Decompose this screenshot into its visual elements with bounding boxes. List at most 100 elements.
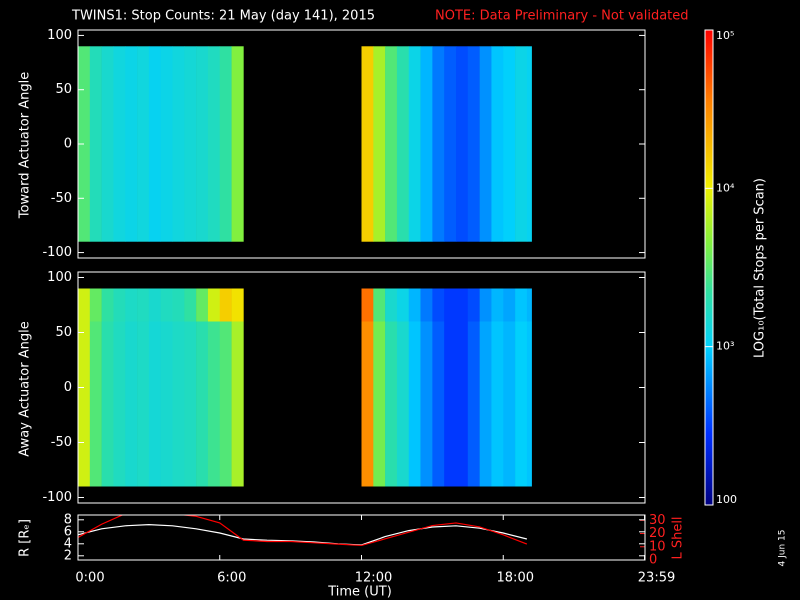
- heatmap-cell: [373, 288, 386, 322]
- x-tick-label: 6:00: [217, 571, 246, 586]
- heatmap-cell: [137, 288, 150, 322]
- y-tick-label: 0: [64, 380, 72, 395]
- heatmap-cell: [125, 288, 138, 322]
- x-tick-label: 23:59: [638, 571, 675, 586]
- heatmap-cell: [231, 321, 244, 487]
- y-tick-label: 100: [47, 270, 72, 285]
- heatmap-cell: [78, 321, 91, 487]
- y-tick-label: -100: [42, 245, 72, 260]
- heatmap-cell: [526, 288, 532, 322]
- heatmap-cell: [396, 46, 410, 242]
- y-tick-label: 6: [64, 524, 72, 539]
- heatmap-cell: [385, 288, 398, 322]
- y2-tick-label: 30: [649, 513, 666, 528]
- heatmap-cell: [526, 321, 532, 487]
- heatmap-cell: [101, 321, 114, 487]
- heatmap-cell: [467, 321, 480, 487]
- heatmap-cell: [148, 46, 161, 242]
- y-tick-label: -50: [51, 191, 72, 206]
- heatmap-cell: [361, 46, 374, 242]
- heatmap-cell: [78, 46, 91, 242]
- heatmap-cell: [408, 321, 421, 487]
- y-tick-label: 8: [64, 512, 72, 527]
- heatmap-cell: [444, 288, 457, 322]
- heatmap-cell: [361, 321, 374, 487]
- heatmap-cell: [479, 46, 492, 242]
- heatmap-cell: [385, 321, 398, 487]
- heatmap-cell: [219, 321, 232, 487]
- heatmap-cell: [385, 46, 398, 242]
- heatmap-cell: [78, 288, 91, 322]
- heatmap-cell: [503, 288, 516, 322]
- y-tick-label: -50: [51, 435, 72, 450]
- heatmap-cell: [491, 321, 504, 487]
- y-tick-label: 4: [64, 536, 72, 551]
- y-label: Toward Actuator Angle: [18, 72, 33, 219]
- heatmap-cell: [408, 46, 421, 242]
- heatmap-cell: [113, 288, 126, 322]
- heatmap-cell: [373, 321, 386, 487]
- heatmap-cell: [184, 321, 197, 487]
- y-tick-label: 100: [47, 28, 72, 43]
- y-label: Away Actuator Angle: [18, 321, 33, 456]
- heatmap-cell: [515, 46, 528, 242]
- y-tick-label: -100: [42, 490, 72, 505]
- heatmap-cell: [373, 46, 386, 242]
- heatmap-cell: [160, 46, 173, 242]
- colorbar: [704, 29, 714, 506]
- heatmap-cell: [432, 288, 445, 322]
- heatmap-cell: [432, 321, 445, 487]
- note: NOTE: Data Preliminary - Not validated: [435, 9, 689, 24]
- heatmap-cell: [420, 288, 433, 322]
- heatmap-cell: [196, 321, 209, 487]
- colorbar-label: LOG₁₀(Total Stops per Scan): [753, 178, 768, 358]
- colorbar-tick-label: 10³: [716, 340, 734, 353]
- heatmap-cell: [467, 46, 480, 242]
- y2-tick-label: 10: [649, 539, 666, 554]
- heatmap-cell: [396, 321, 410, 487]
- heatmap-cell: [184, 288, 197, 322]
- heatmap-cell: [89, 288, 102, 322]
- heatmap-cell: [491, 46, 504, 242]
- heatmap-cell: [479, 288, 492, 322]
- heatmap-cell: [148, 288, 161, 322]
- x-tick-label: 18:00: [497, 571, 534, 586]
- heatmap-cell: [196, 46, 209, 242]
- y2-label: L Shell: [671, 516, 686, 559]
- heatmap-cell: [479, 321, 492, 487]
- heatmap-cell: [89, 321, 102, 487]
- line: [78, 515, 528, 547]
- heatmap-cell: [148, 321, 161, 487]
- heatmap-cell: [444, 46, 457, 242]
- y2-tick-label: 0: [649, 553, 657, 568]
- heatmap-cell: [456, 321, 469, 487]
- plot-area: [78, 515, 528, 547]
- heatmap-cell: [219, 288, 232, 322]
- heatmap-cell: [491, 288, 504, 322]
- heatmap-cell: [184, 46, 197, 242]
- heatmap-cell: [467, 288, 480, 322]
- y-tick-label: 50: [55, 325, 72, 340]
- heatmap-cell: [526, 46, 532, 242]
- heatmap-cell: [125, 46, 138, 242]
- heatmap-cell: [361, 288, 374, 322]
- heatmap-cell: [444, 321, 457, 487]
- heatmap-cell: [408, 288, 421, 322]
- heatmap-cell: [172, 46, 185, 242]
- heatmap-cell: [101, 288, 114, 322]
- heatmap-cell: [172, 321, 185, 487]
- colorbar-tick-label: 10⁵: [716, 29, 734, 42]
- heatmap-cell: [101, 46, 114, 242]
- heatmap-cell: [125, 321, 138, 487]
- heatmap-cell: [456, 46, 469, 242]
- heatmap-cell: [207, 46, 221, 242]
- heatmap-cell: [196, 288, 209, 322]
- heatmap-cell: [231, 288, 244, 322]
- x-label: Time (UT): [327, 585, 392, 600]
- heatmap-cell: [207, 321, 221, 487]
- heatmap-cell: [219, 46, 232, 242]
- x-tick-label: 0:00: [75, 571, 104, 586]
- heatmap-cell: [503, 46, 516, 242]
- heatmap-cell: [160, 321, 173, 487]
